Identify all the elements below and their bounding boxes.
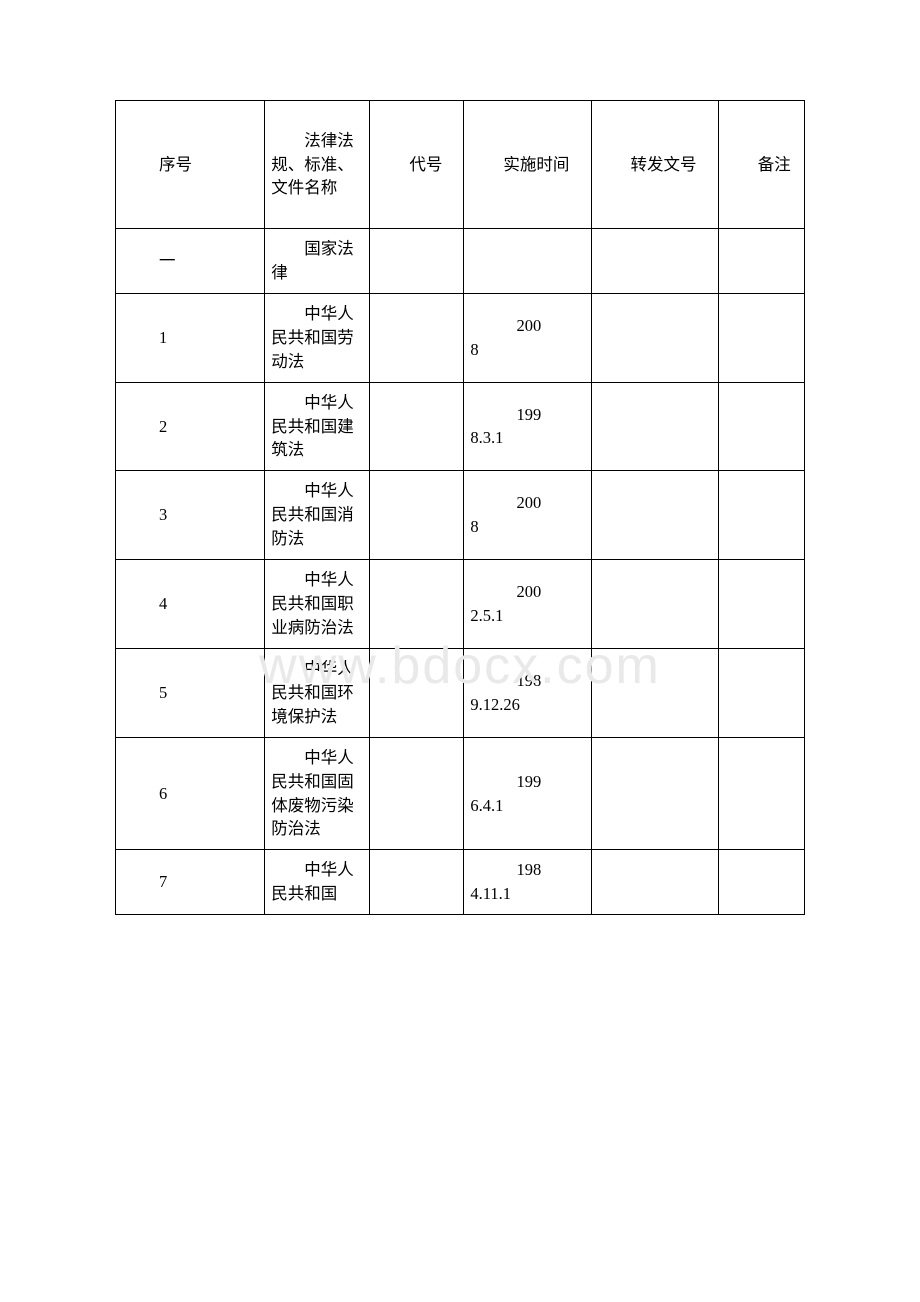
table-header-row: 序号 法律法规、标准、文件名称 代号 实施时间 转发文号 备注 [116,101,805,229]
cell-note [718,293,804,382]
col-header-docno: 转发文号 [591,101,718,229]
table-row: 4 中华人民共和国职业病防治法 2002.5.1 [116,560,805,649]
cell-seq: 7 [116,850,265,915]
cell-note [718,648,804,737]
table-row: 5 中华人民共和国环境保护法 1989.12.26 [116,648,805,737]
table-row: 1 中华人民共和国劳动法 2008 [116,293,805,382]
cell-docno [591,293,718,382]
cell-date: 2008 [464,471,591,560]
cell-note [718,560,804,649]
cell-code [370,560,464,649]
cell-seq: 5 [116,648,265,737]
cell-date: 1989.12.26 [464,648,591,737]
cell-docno [591,229,718,294]
cell-note [718,471,804,560]
cell-seq: 6 [116,737,265,850]
table-row: 2 中华人民共和国建筑法 1998.3.1 [116,382,805,471]
cell-date: 1984.11.1 [464,850,591,915]
cell-docno [591,471,718,560]
col-header-date: 实施时间 [464,101,591,229]
cell-note [718,737,804,850]
cell-seq: 1 [116,293,265,382]
cell-note [718,229,804,294]
cell-code [370,293,464,382]
cell-note [718,850,804,915]
table-row: 3 中华人民共和国消防法 2008 [116,471,805,560]
document-page: 序号 法律法规、标准、文件名称 代号 实施时间 转发文号 备注 一 国家法律 [0,0,920,915]
cell-date: 2002.5.1 [464,560,591,649]
cell-name: 中华人民共和国劳动法 [265,293,370,382]
table-row: 7 中华人民共和国 1984.11.1 [116,850,805,915]
cell-docno [591,737,718,850]
cell-seq: 4 [116,560,265,649]
cell-seq: 一 [116,229,265,294]
cell-name: 中华人民共和国环境保护法 [265,648,370,737]
cell-seq: 2 [116,382,265,471]
cell-code [370,229,464,294]
cell-docno [591,648,718,737]
cell-name: 中华人民共和国消防法 [265,471,370,560]
cell-name: 中华人民共和国 [265,850,370,915]
cell-code [370,850,464,915]
cell-note [718,382,804,471]
cell-docno [591,850,718,915]
regulations-table: 序号 法律法规、标准、文件名称 代号 实施时间 转发文号 备注 一 国家法律 [115,100,805,915]
cell-date [464,229,591,294]
cell-date: 2008 [464,293,591,382]
cell-code [370,382,464,471]
cell-code [370,648,464,737]
col-header-note: 备注 [718,101,804,229]
cell-name: 国家法律 [265,229,370,294]
cell-docno [591,382,718,471]
cell-name: 中华人民共和国职业病防治法 [265,560,370,649]
col-header-name: 法律法规、标准、文件名称 [265,101,370,229]
cell-code [370,737,464,850]
table-row: 一 国家法律 [116,229,805,294]
table-row: 6 中华人民共和国固体废物污染防治法 1996.4.1 [116,737,805,850]
col-header-seq: 序号 [116,101,265,229]
cell-seq: 3 [116,471,265,560]
cell-code [370,471,464,560]
cell-name: 中华人民共和国固体废物污染防治法 [265,737,370,850]
cell-date: 1998.3.1 [464,382,591,471]
cell-docno [591,560,718,649]
cell-name: 中华人民共和国建筑法 [265,382,370,471]
col-header-code: 代号 [370,101,464,229]
cell-date: 1996.4.1 [464,737,591,850]
